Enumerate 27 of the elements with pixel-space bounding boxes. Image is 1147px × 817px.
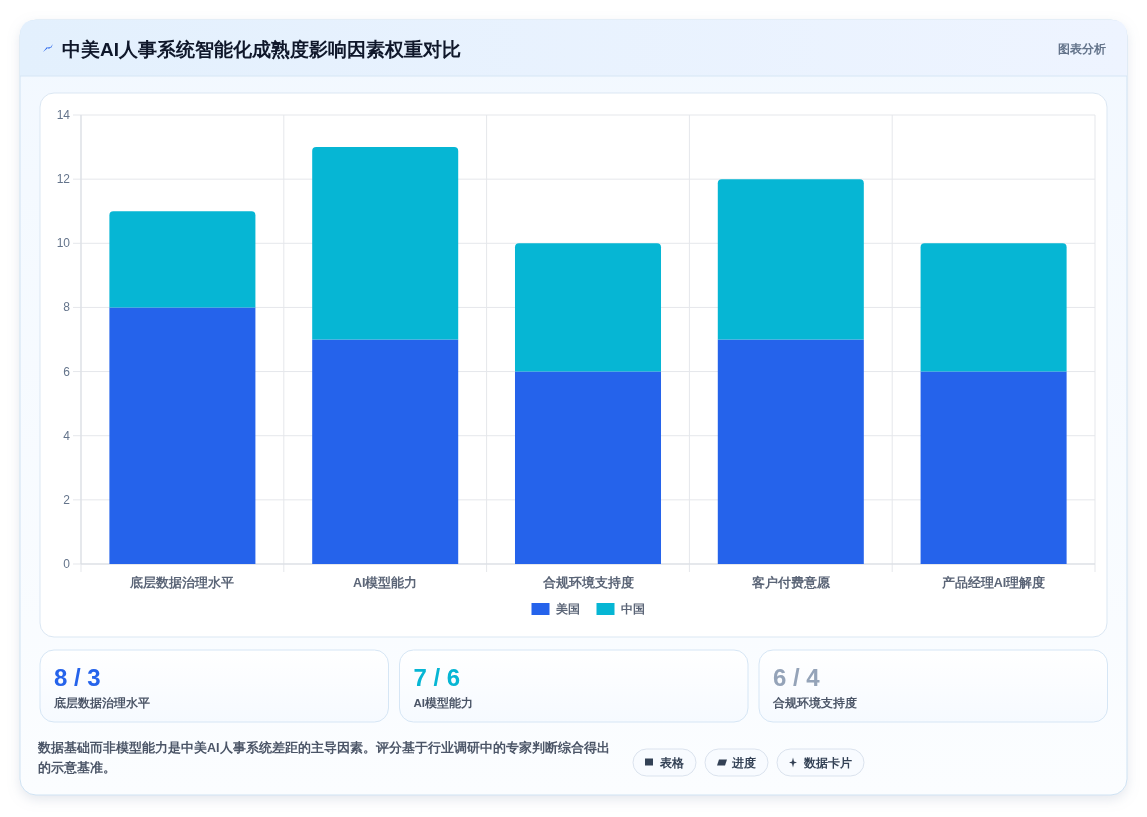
text: 图表分析 [1058, 42, 1106, 56]
y-tick-label: 0 [63, 557, 71, 571]
text: 数据基础而非模型能力是中美AI人事系统差距的主导因素。评分基于行业调研中的专家判断综合得出的示意基准。 [37, 740, 610, 775]
text: 7 / 6 [413, 664, 461, 691]
text: 合规环境支持度 [772, 696, 857, 709]
x-tick-label: 底层数据治理水平 [129, 575, 235, 590]
text: 6 / 4 [773, 664, 821, 691]
y-tick-label: 10 [56, 236, 71, 251]
text: 表格 [659, 756, 685, 769]
y-tick-label: 12 [56, 172, 71, 187]
x-tick-label: 合规环境支持度 [541, 575, 634, 590]
chart-title: 中美AI人事系统智能化成熟度影响因素权重对比 [62, 39, 461, 60]
legend-label: 美国 [554, 602, 580, 615]
x-tick-label: 客户付费意愿 [750, 575, 831, 590]
y-tick-label: 4 [63, 428, 71, 443]
y-tick-label: 6 [63, 364, 71, 379]
y-tick-label: 2 [63, 492, 71, 507]
text: AI模型能力 [413, 696, 473, 709]
y-tick-label: 8 [63, 300, 71, 315]
x-tick-label: AI模型能力 [352, 575, 418, 590]
text: 底层数据治理水平 [53, 696, 150, 710]
y-tick-label: 14 [56, 108, 71, 122]
legend-label: 中国 [620, 602, 645, 615]
text: 数据卡片 [803, 756, 852, 770]
text: 进度 [731, 756, 756, 769]
text: 8 / 3 [54, 664, 101, 691]
x-tick-label: 产品经理AI理解度 [940, 575, 1046, 590]
